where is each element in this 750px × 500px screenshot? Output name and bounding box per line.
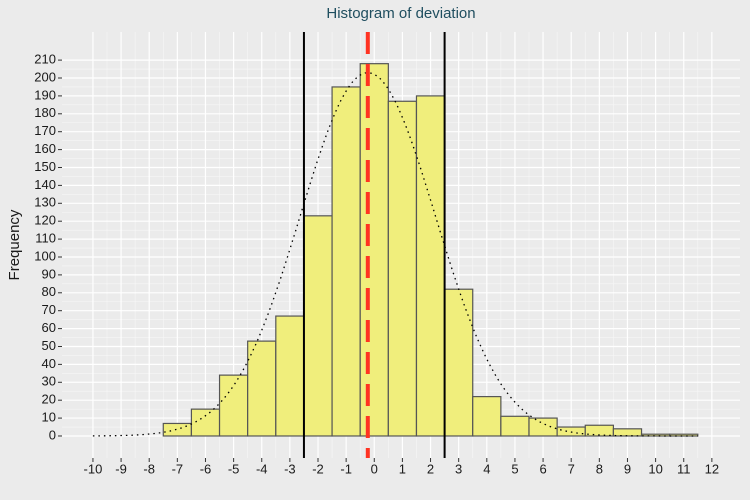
- y-axis-label: Frequency: [6, 209, 23, 280]
- x-tick-label: 1: [399, 461, 406, 476]
- y-tick-label: 60: [42, 320, 56, 335]
- bar: [669, 433, 699, 437]
- x-tick-label: -8: [143, 461, 155, 476]
- bar: [303, 215, 333, 437]
- x-tick-label: -4: [256, 461, 268, 476]
- y-tick-label: 10: [42, 410, 56, 425]
- y-tick-label: 190: [34, 87, 56, 102]
- x-tick-label: 2: [427, 461, 434, 476]
- y-tick-label: 0: [49, 427, 56, 442]
- bar: [528, 417, 558, 437]
- bar: [331, 86, 361, 437]
- y-tick-label: 30: [42, 374, 56, 389]
- bar: [162, 422, 193, 437]
- bar: [359, 63, 389, 437]
- bar: [387, 100, 418, 437]
- x-tick-label: -7: [172, 461, 184, 476]
- x-tick-label: -1: [340, 461, 352, 476]
- bar: [218, 374, 249, 437]
- bar: [472, 396, 502, 437]
- y-tick-label: 160: [34, 141, 56, 156]
- bar: [415, 95, 446, 437]
- x-tick-label: -2: [312, 461, 324, 476]
- bar: [275, 315, 305, 437]
- y-tick-label: 90: [42, 266, 56, 281]
- y-tick-label: 200: [34, 69, 56, 84]
- x-tick-label: -5: [228, 461, 240, 476]
- x-tick-label: 0: [371, 461, 378, 476]
- y-tick-label: 130: [34, 195, 56, 210]
- x-tick-label: 10: [648, 461, 662, 476]
- x-tick-label: -10: [84, 461, 103, 476]
- y-tick-label: 140: [34, 177, 56, 192]
- y-tick-label: 120: [34, 213, 56, 228]
- y-tick-label: 170: [34, 123, 56, 138]
- x-tick-label: -9: [115, 461, 127, 476]
- bar: [444, 288, 474, 437]
- x-tick-label: 4: [483, 461, 490, 476]
- y-tick-label: 210: [34, 52, 56, 67]
- x-tick-label: -6: [200, 461, 212, 476]
- density-curve: [92, 72, 698, 437]
- chart-title: Histogram of deviation: [326, 5, 475, 22]
- bar: [500, 415, 530, 437]
- x-tick-label: 3: [455, 461, 462, 476]
- bar: [190, 408, 221, 437]
- x-tick-label: 12: [705, 461, 719, 476]
- x-tick-label: 9: [624, 461, 631, 476]
- y-tick-label: 80: [42, 284, 56, 299]
- x-tick-label: 6: [539, 461, 546, 476]
- y-tick-label: 20: [42, 392, 56, 407]
- y-tick-label: 100: [34, 248, 56, 263]
- x-tick-label: 7: [568, 461, 575, 476]
- y-tick-label: 50: [42, 338, 56, 353]
- x-tick-label: -3: [284, 461, 296, 476]
- bar: [612, 428, 643, 437]
- y-tick-label: 110: [35, 231, 56, 246]
- x-tick-label: 5: [511, 461, 518, 476]
- x-tick-label: 11: [677, 461, 691, 476]
- y-tick-label: 150: [34, 159, 56, 174]
- y-tick-label: 40: [42, 356, 56, 371]
- bar: [247, 340, 277, 437]
- y-tick-label: 70: [42, 302, 56, 317]
- y-tick-label: 180: [34, 105, 56, 120]
- x-tick-label: 8: [596, 461, 603, 476]
